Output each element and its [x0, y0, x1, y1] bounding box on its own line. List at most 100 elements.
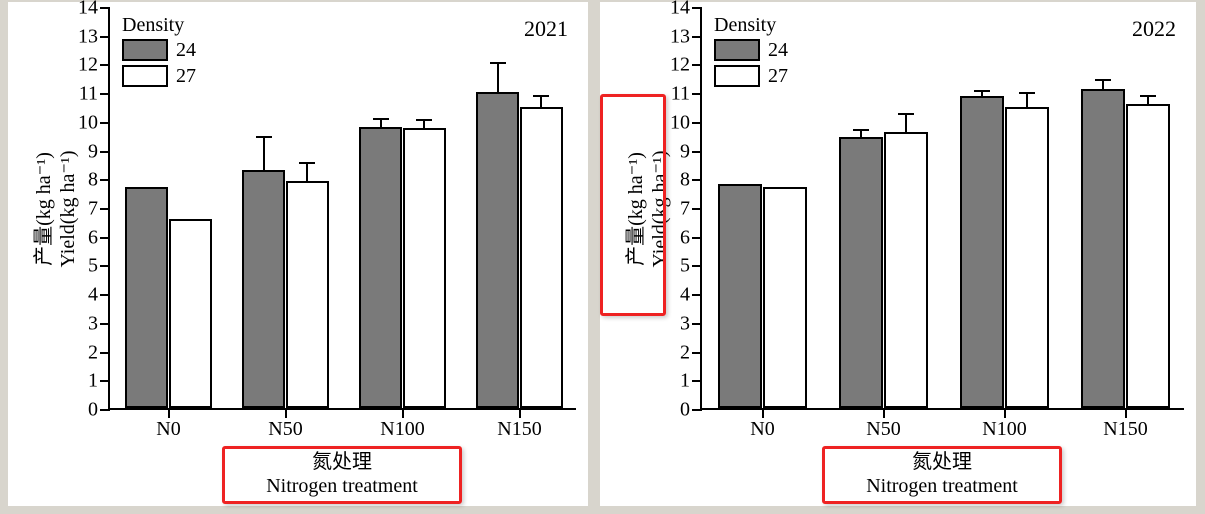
- y-tick-label: 5: [680, 255, 690, 278]
- y-tick: [100, 380, 110, 382]
- bar-27: [763, 187, 808, 408]
- y-axis-label-cn: 产量(kg ha⁻¹): [32, 150, 56, 267]
- bar-24: [242, 170, 285, 408]
- y-tick: [100, 7, 110, 9]
- legend-item: 24: [122, 37, 196, 63]
- x-tick: [402, 408, 404, 418]
- bar-27: [884, 132, 929, 408]
- legend-swatch: [122, 39, 168, 61]
- y-tick: [100, 409, 110, 411]
- legend: Density2427: [122, 14, 196, 89]
- y-tick: [692, 237, 702, 239]
- bar-24: [359, 127, 402, 408]
- bar-24: [476, 92, 519, 408]
- bar-27: [520, 107, 563, 409]
- x-tick: [285, 408, 287, 418]
- x-tick: [762, 408, 764, 418]
- y-tick-label: 5: [88, 255, 98, 278]
- y-tick: [692, 64, 702, 66]
- error-cap: [1140, 95, 1156, 97]
- y-tick: [100, 64, 110, 66]
- annotation-redbox: [222, 446, 462, 504]
- legend-label: 24: [176, 39, 196, 62]
- y-tick: [692, 294, 702, 296]
- bar-27: [169, 219, 212, 409]
- y-tick: [692, 36, 702, 38]
- y-tick: [692, 122, 702, 124]
- x-tick-label: N0: [156, 418, 180, 441]
- y-tick-label: 4: [88, 284, 98, 307]
- error-cap: [1019, 92, 1035, 94]
- y-tick: [692, 208, 702, 210]
- y-tick-label: 2: [680, 341, 690, 364]
- y-tick: [100, 352, 110, 354]
- error-cap: [299, 162, 315, 164]
- legend-item: 24: [714, 37, 788, 63]
- error-bar: [905, 114, 907, 134]
- y-tick-label: 11: [671, 83, 690, 106]
- error-cap: [974, 90, 990, 92]
- y-axis-label: 产量(kg ha⁻¹)Yield(kg ha⁻¹): [32, 150, 80, 267]
- y-tick-label: 7: [88, 198, 98, 221]
- bar-24: [1081, 89, 1126, 408]
- error-cap: [1095, 79, 1111, 81]
- x-tick-label: N0: [750, 418, 774, 441]
- y-tick: [692, 352, 702, 354]
- legend-swatch: [714, 39, 760, 61]
- y-tick-label: 6: [88, 226, 98, 249]
- y-tick-label: 2: [88, 341, 98, 364]
- legend-label: 27: [176, 65, 196, 88]
- error-bar: [1147, 96, 1149, 106]
- annotation-redbox: [822, 446, 1062, 504]
- annotation-redbox: [600, 94, 666, 316]
- error-cap: [533, 95, 549, 97]
- y-axis-label-en: Yield(kg ha⁻¹): [56, 150, 80, 267]
- x-tick-label: N100: [380, 418, 424, 441]
- legend-item: 27: [122, 63, 196, 89]
- y-tick: [692, 151, 702, 153]
- y-tick: [100, 151, 110, 153]
- legend-label: 27: [768, 65, 788, 88]
- error-bar: [860, 130, 862, 139]
- year-label: 2021: [524, 16, 568, 42]
- y-tick: [692, 409, 702, 411]
- x-tick-label: N150: [1103, 418, 1147, 441]
- y-tick-label: 3: [88, 312, 98, 335]
- y-tick-label: 3: [680, 312, 690, 335]
- x-tick: [883, 408, 885, 418]
- bar-27: [403, 128, 446, 408]
- y-tick: [692, 93, 702, 95]
- chart-panel-2021: 01234567891011121314N0N50N100N1502021Den…: [8, 2, 588, 506]
- y-tick-label: 1: [680, 370, 690, 393]
- bar-24: [718, 184, 763, 408]
- y-tick: [100, 237, 110, 239]
- y-tick: [692, 179, 702, 181]
- y-tick-label: 10: [78, 111, 98, 134]
- error-cap: [853, 129, 869, 131]
- y-tick: [100, 208, 110, 210]
- year-label: 2022: [1132, 16, 1176, 42]
- y-tick-label: 9: [88, 140, 98, 163]
- y-tick: [692, 265, 702, 267]
- y-tick: [100, 122, 110, 124]
- y-tick: [100, 93, 110, 95]
- y-tick: [692, 323, 702, 325]
- error-bar: [423, 120, 425, 130]
- bar-27: [286, 181, 329, 408]
- legend-item: 27: [714, 63, 788, 89]
- y-tick: [100, 36, 110, 38]
- y-tick-label: 4: [680, 284, 690, 307]
- y-tick-label: 12: [670, 54, 690, 77]
- legend-swatch: [714, 65, 760, 87]
- legend-swatch: [122, 65, 168, 87]
- error-cap: [256, 136, 272, 138]
- x-tick-label: N50: [268, 418, 302, 441]
- y-tick-label: 11: [79, 83, 98, 106]
- error-cap: [416, 119, 432, 121]
- x-tick-label: N150: [497, 418, 541, 441]
- bar-24: [960, 96, 1005, 408]
- chart-panel-2022: 01234567891011121314N0N50N100N1502022Den…: [600, 2, 1196, 506]
- legend-title: Density: [714, 14, 788, 37]
- y-tick-label: 8: [88, 169, 98, 192]
- y-tick-label: 10: [670, 111, 690, 134]
